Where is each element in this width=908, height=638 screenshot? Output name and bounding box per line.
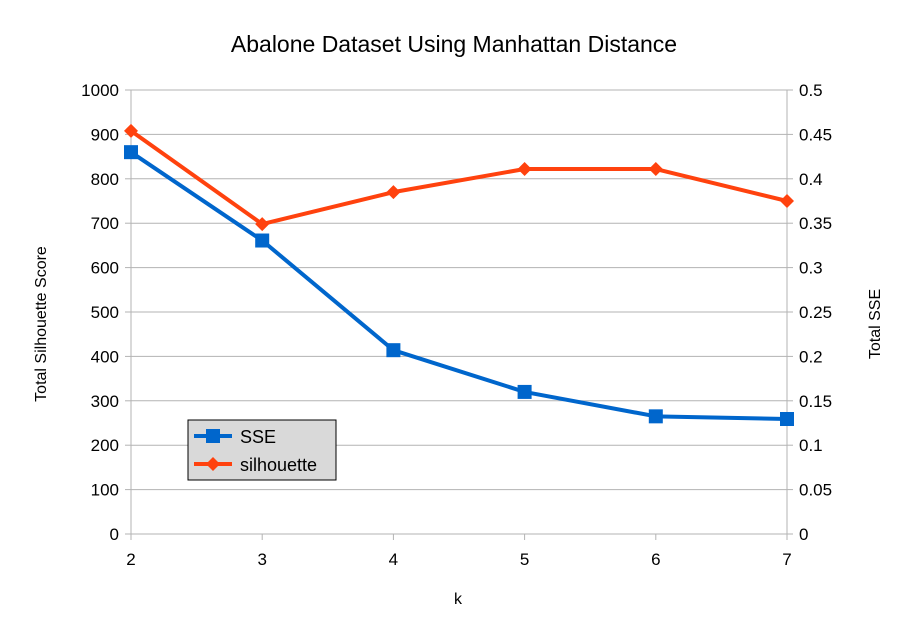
legend: SSE silhouette: [187, 419, 337, 481]
x-tick-label: 5: [520, 550, 529, 569]
silhouette-point: [648, 162, 663, 177]
x-tick-label: 2: [126, 550, 135, 569]
y-left-tick-label: 800: [91, 170, 119, 189]
y-left-tick-label: 0: [110, 525, 119, 544]
y-axis-left-title: Total Silhouette Score: [33, 246, 50, 402]
y-left-tick-label: 300: [91, 392, 119, 411]
legend-label-silhouette: silhouette: [240, 455, 317, 475]
x-tick-label: 3: [257, 550, 266, 569]
silhouette-line: [129, 129, 788, 227]
y-right-tick-label: 0.3: [799, 259, 823, 278]
y-right-tick-label: 0.15: [799, 392, 832, 411]
legend-swatch-marker: [206, 457, 220, 471]
axes: 0 100 200 300 400 500 600 700 800 900 1000 0 0.05 0.1…: [81, 81, 832, 569]
silhouette-point: [517, 162, 532, 177]
sse-point: [517, 384, 532, 399]
legend-label-sse: SSE: [240, 427, 276, 447]
y-right-tick-label: 0.35: [799, 214, 832, 233]
silhouette-point: [780, 194, 794, 208]
sse-point: [124, 145, 138, 160]
sse-point: [255, 233, 270, 248]
silhouette-point: [124, 123, 138, 138]
sse-line: [129, 150, 788, 422]
y-right-tick-label: 0.1: [799, 436, 823, 455]
series-layer: [124, 123, 794, 427]
x-axis-title: k: [454, 591, 463, 608]
silhouette-point: [255, 217, 270, 232]
y-left-tick-label: 100: [91, 481, 119, 500]
y-right-tick-label: 0.05: [799, 481, 832, 500]
silhouette-point: [386, 185, 401, 200]
x-tick-label: 4: [389, 550, 398, 569]
y-right-tick-label: 0.4: [799, 170, 823, 189]
y-axis-right-title: Total SSE: [867, 289, 884, 359]
y-right-tick-label: 0.25: [799, 303, 832, 322]
sse-point: [386, 343, 401, 358]
y-right-tick-label: 0.45: [799, 125, 832, 144]
y-left-tick-label: 200: [91, 436, 119, 455]
y-left-tick-label: 500: [91, 303, 119, 322]
chart-title: Abalone Dataset Using Manhattan Distance: [231, 31, 677, 57]
y-left-tick-label: 700: [91, 214, 119, 233]
y-left-tick-label: 900: [91, 125, 119, 144]
y-right-tick-label: 0.5: [799, 81, 823, 100]
y-left-tick-label: 400: [91, 347, 119, 366]
x-tick-label: 6: [651, 550, 660, 569]
legend-swatch-marker: [206, 429, 220, 443]
y-left-tick-label: 1000: [81, 81, 119, 100]
x-tick-label: 7: [782, 550, 791, 569]
sse-point: [780, 412, 794, 427]
y-left-tick-label: 600: [91, 259, 119, 278]
y-right-tick-label: 0.2: [799, 347, 823, 366]
sse-point: [648, 409, 663, 424]
y-right-tick-label: 0: [799, 525, 808, 544]
